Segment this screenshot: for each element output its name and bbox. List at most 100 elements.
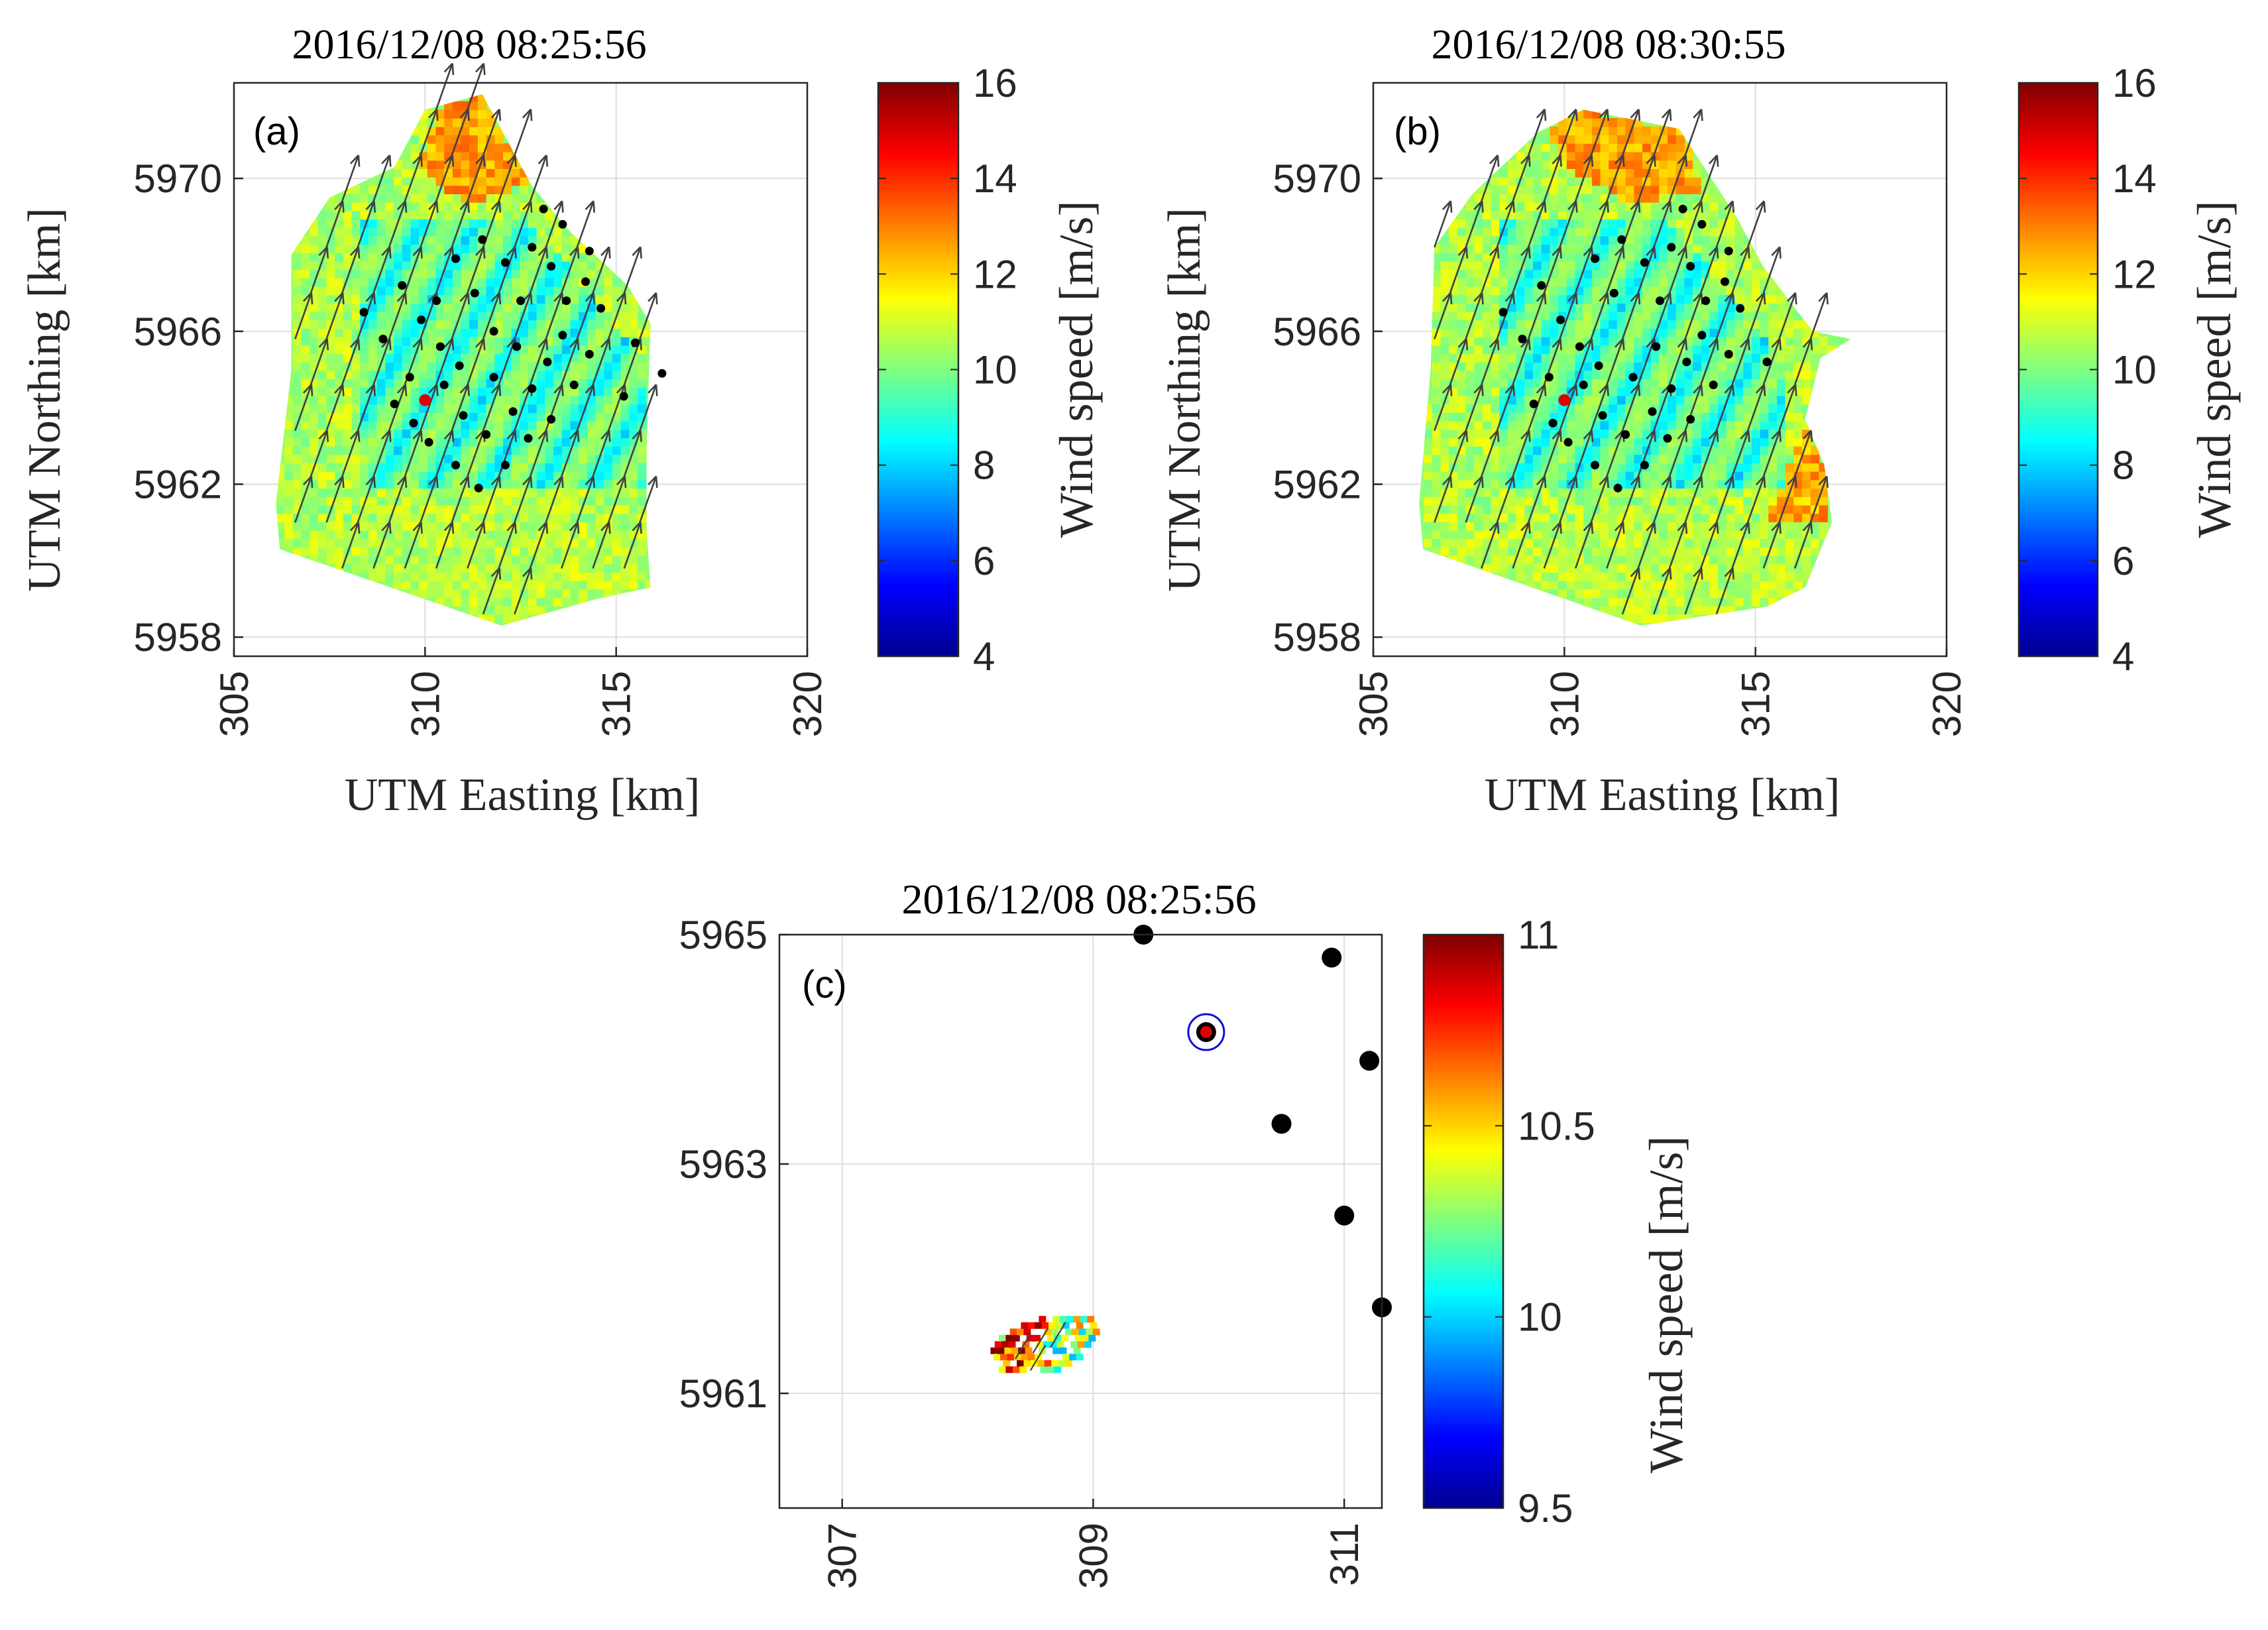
b-wind-cell: [1793, 336, 1803, 346]
b-wind-cell: [1449, 353, 1458, 363]
a-wind-cell: [604, 454, 613, 463]
a-wind-cell: [561, 244, 571, 253]
a-wind-cell: [292, 345, 302, 355]
b-wind-cell: [1693, 286, 1702, 296]
b-wind-cell: [1474, 420, 1483, 430]
a-wind-cell: [385, 210, 394, 220]
b-wind-cell: [1440, 530, 1449, 540]
a-wind-cell: [394, 437, 403, 447]
a-wind-cell: [335, 320, 344, 329]
a-wind-cell: [528, 538, 538, 548]
a-wind-cell: [545, 597, 554, 607]
a-ytick-label: 5958: [134, 615, 222, 660]
a-wind-cell: [292, 286, 302, 296]
b-wind-cell: [1701, 378, 1711, 388]
a-wind-cell: [326, 253, 336, 262]
b-wind-cell: [1600, 235, 1609, 245]
a-wind-cell: [394, 420, 403, 430]
a-wind-cell: [520, 269, 529, 278]
a-wind-cell: [595, 555, 604, 565]
a-wind-cell: [343, 210, 353, 220]
b-wind-cell: [1760, 320, 1770, 329]
b-wind-cell: [1726, 504, 1736, 514]
b-wind-cell: [1642, 244, 1652, 253]
a-wind-cell: [351, 269, 361, 278]
a-wind-cell: [629, 328, 638, 337]
a-wind-cell: [545, 538, 554, 548]
a-wind-cell: [595, 387, 604, 396]
a-wind-cell: [326, 362, 336, 371]
b-wind-arrow: [1684, 200, 1703, 248]
a-wind-cell: [511, 227, 521, 237]
a-wind-cell: [385, 261, 394, 270]
b-wind-cell: [1726, 597, 1736, 607]
b-wind-cell: [1575, 420, 1584, 430]
b-wind-cell: [1524, 176, 1534, 186]
b-wind-cell: [1701, 286, 1711, 296]
a-wind-cell: [452, 555, 462, 565]
b-wind-cell: [1516, 227, 1526, 237]
b-turbine: [1499, 308, 1508, 317]
a-wind-cell: [402, 362, 412, 371]
a-wind-cell: [511, 547, 521, 556]
b-wind-cell: [1835, 336, 1845, 346]
a-wind-cell: [587, 311, 596, 321]
a-wind-cell: [444, 412, 453, 422]
b-wind-cell: [1600, 353, 1609, 363]
a-wind-cell: [528, 395, 538, 405]
b-wind-cell: [1675, 294, 1685, 304]
a-wind-cell: [326, 345, 336, 355]
a-wind-cell: [638, 479, 647, 489]
a-wind-cell: [486, 387, 496, 396]
a-wind-cell: [419, 530, 428, 540]
b-wind-cell: [1609, 135, 1618, 144]
a-wind-cell: [444, 311, 453, 321]
b-wind-cell: [1625, 294, 1635, 304]
a-wind-cell: [561, 530, 571, 540]
a-wind-cell: [469, 328, 479, 337]
a-wind-cell: [402, 563, 412, 573]
b-wind-cell: [1659, 504, 1668, 514]
a-wind-cell: [284, 488, 294, 497]
b-wind-cell: [1634, 135, 1643, 144]
a-wind-arrowhead: [506, 154, 517, 167]
b-wind-cell: [1474, 269, 1483, 278]
b-wind-cell: [1524, 496, 1534, 506]
a-wind-cell: [536, 463, 546, 472]
b-wind-cell: [1533, 244, 1542, 253]
b-wind-cell: [1541, 454, 1551, 463]
b-wind-cell: [1768, 404, 1778, 413]
b-wind-cell: [1440, 547, 1449, 556]
b-wind-cell: [1668, 345, 1677, 355]
a-wind-cell: [587, 362, 596, 371]
a-wind-cell: [579, 303, 588, 312]
b-wind-cell: [1718, 555, 1727, 565]
b-wind-cell: [1777, 496, 1786, 506]
a-turbine: [596, 304, 606, 313]
b-turbine: [1724, 349, 1733, 359]
a-wind-cell: [310, 445, 319, 455]
a-wind-arrow: [420, 109, 438, 156]
b-wind-cell: [1491, 471, 1501, 481]
b-wind-cell: [1575, 513, 1584, 522]
b-wind-cell: [1499, 286, 1508, 296]
b-wind-cell: [1718, 605, 1727, 615]
a-wind-cell: [494, 547, 504, 556]
a-wind-cell: [335, 261, 344, 270]
a-wind-cell: [477, 471, 487, 481]
b-wind-cell: [1684, 404, 1693, 413]
a-wind-cell: [369, 437, 378, 447]
a-wind-cell: [419, 253, 428, 262]
b-wind-cell: [1516, 303, 1526, 312]
b-wind-cell: [1625, 362, 1635, 371]
a-wind-cell: [469, 513, 479, 522]
a-wind-cell: [310, 303, 319, 312]
b-wind-cell: [1550, 395, 1559, 405]
b-wind-cell: [1449, 547, 1458, 556]
a-wind-arrowhead: [490, 200, 502, 213]
a-wind-cell: [553, 463, 563, 472]
b-wind-cell: [1424, 496, 1433, 506]
a-wind-cell: [494, 303, 504, 312]
b-wind-cell: [1760, 513, 1770, 522]
a-wind-cell: [284, 522, 294, 531]
